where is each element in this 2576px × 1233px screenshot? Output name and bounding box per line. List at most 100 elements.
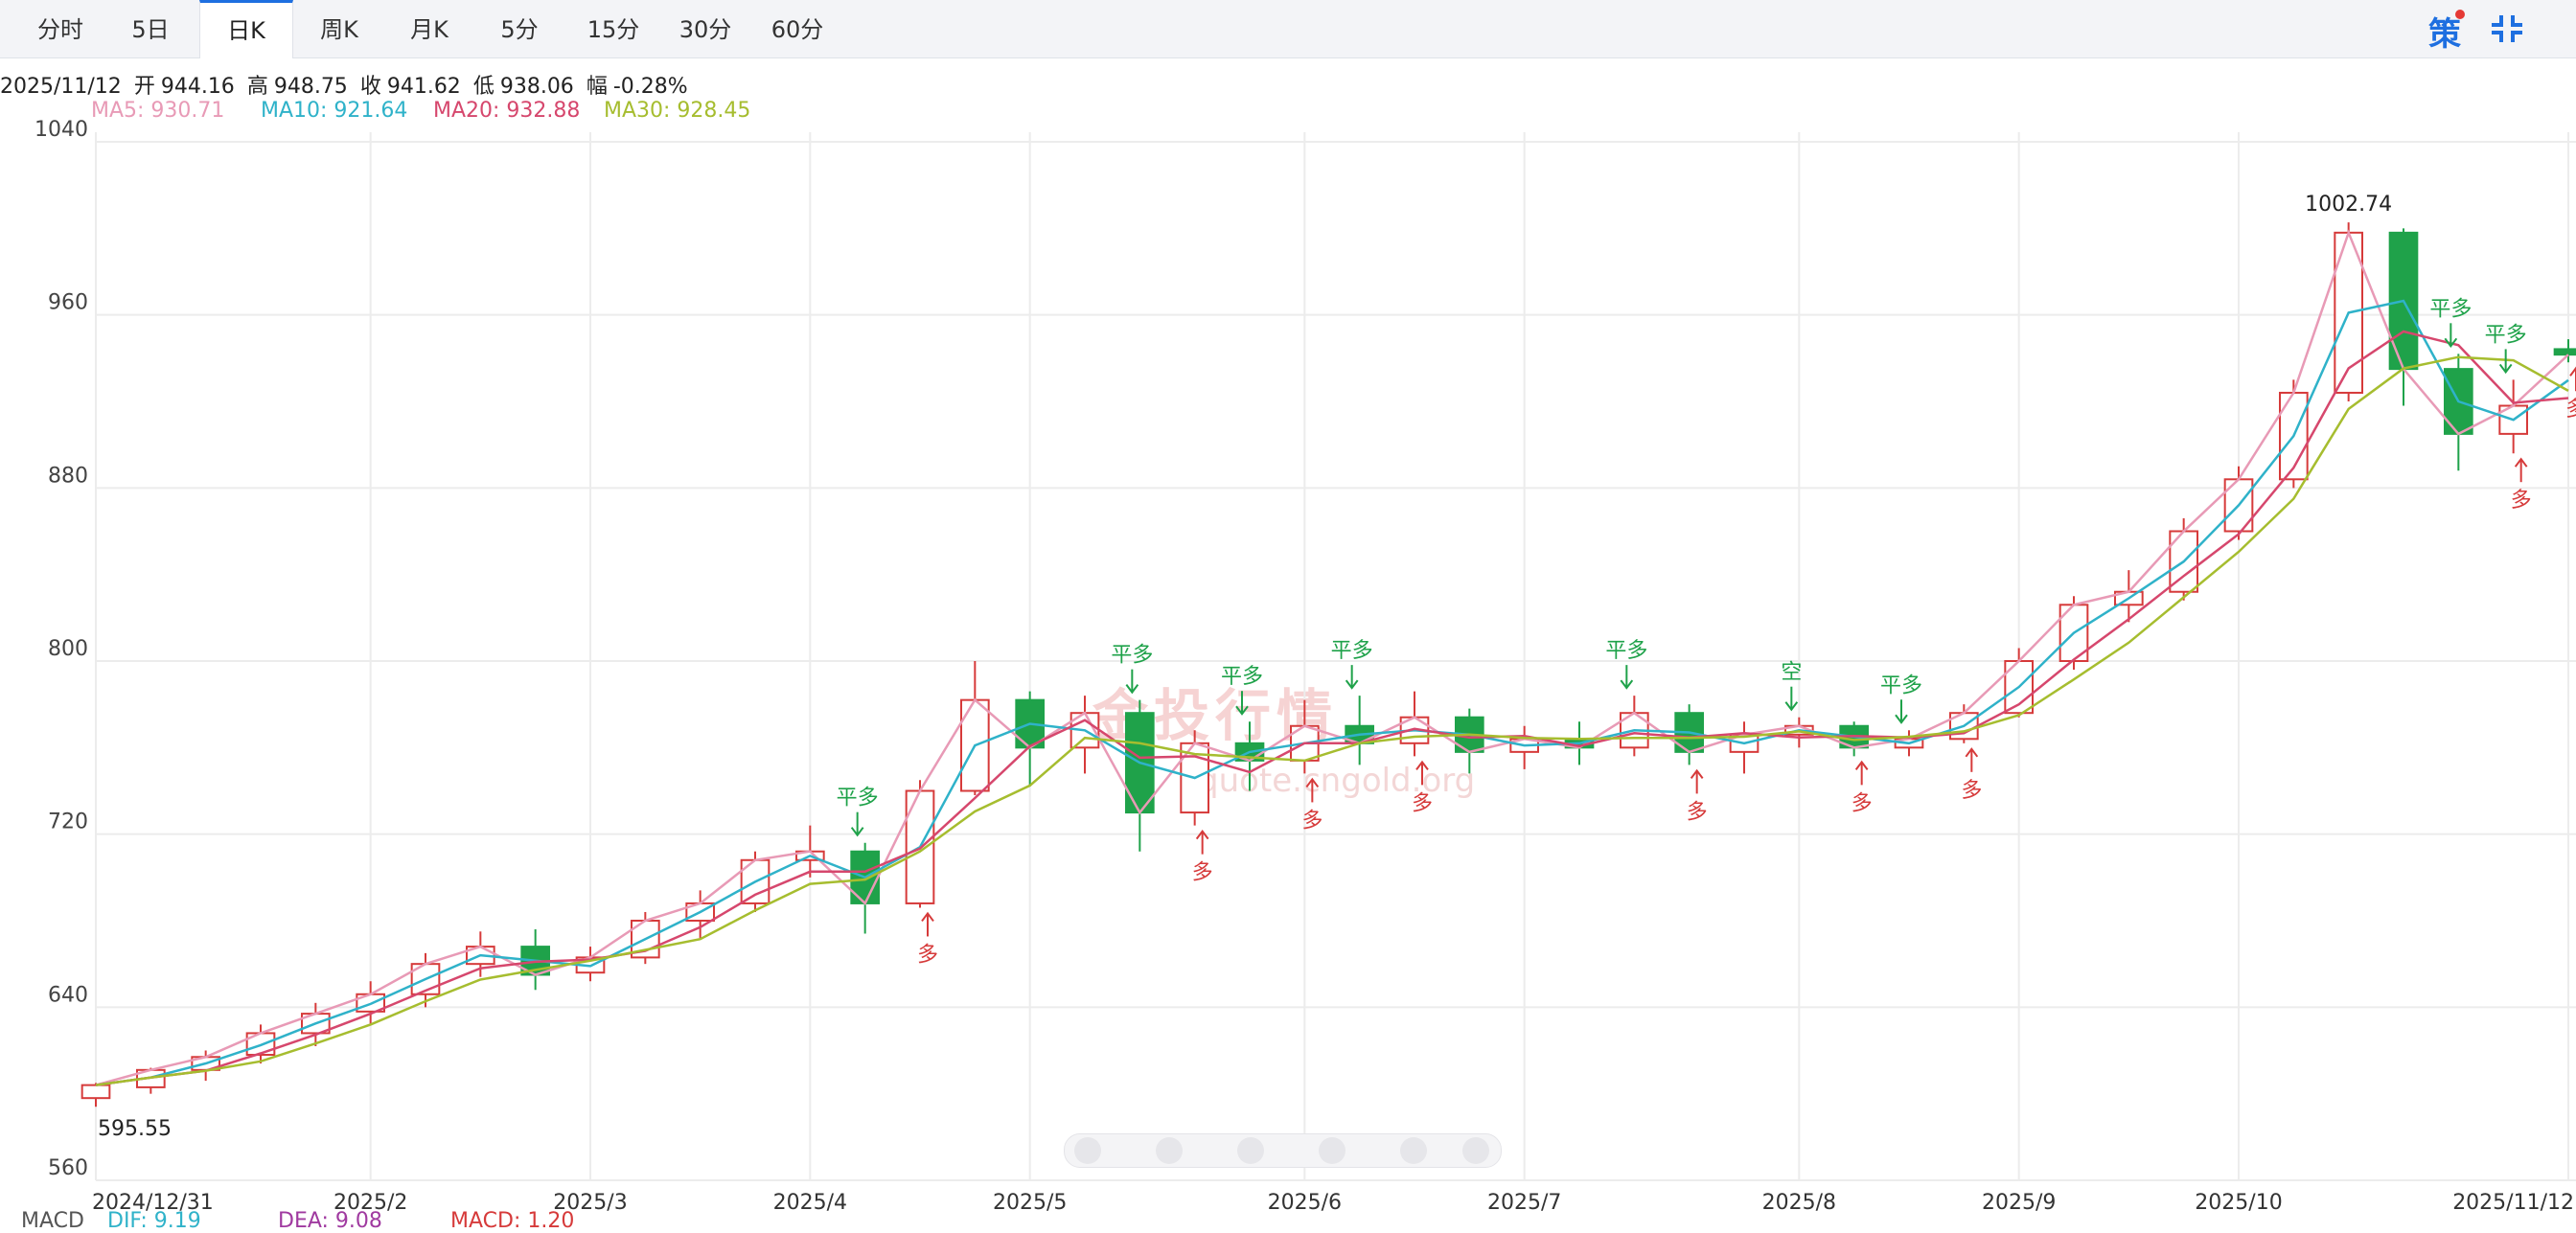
y-tick-label: 1040 <box>34 118 88 142</box>
tab-5min[interactable]: 5分 <box>500 16 539 43</box>
scrollbar-mid-handle-4[interactable] <box>1400 1137 1427 1164</box>
macd-title: MACD <box>21 1209 84 1233</box>
signal-arrow-head <box>1195 829 1209 840</box>
x-tick-label: 2024/12/31 <box>92 1191 214 1215</box>
fullscreen-icon[interactable] <box>2484 6 2530 52</box>
candle <box>1509 725 1540 769</box>
signal-arrow-head <box>1690 768 1704 779</box>
signal-arrow-head <box>1415 760 1429 770</box>
tab-weekly-k[interactable]: 周K <box>320 16 358 43</box>
scrollbar-mid-handle-1[interactable] <box>1156 1137 1183 1164</box>
ma20-legend: MA20: 932.88 <box>433 99 581 123</box>
signal-arrow-head <box>2444 337 2458 348</box>
signal-label-close-long: 平多 <box>1221 665 1263 689</box>
ma-line-ma30 <box>95 355 2569 1086</box>
tab-30min[interactable]: 30分 <box>678 16 732 43</box>
macd-dif: DIF: 9.19 <box>107 1209 201 1233</box>
signal-label-short: 空 <box>1781 661 1802 685</box>
info-close: 941.62 <box>386 75 461 99</box>
macd-dea: DEA: 9.08 <box>278 1209 382 1233</box>
info-open-label: 开 <box>133 75 155 99</box>
info-date: 2025/11/12 <box>0 75 122 99</box>
tab-monthly-k[interactable]: 月K <box>410 16 448 43</box>
candle-body-down <box>2553 348 2576 356</box>
signal-label-long: 多 <box>1961 779 1982 803</box>
signal-arrow-head <box>1965 747 1979 758</box>
ma5-legend: MA5: 930.71 <box>91 99 225 123</box>
signal-arrow-head <box>1235 705 1249 716</box>
candle <box>2114 570 2144 623</box>
signal-label-long: 多 <box>1687 800 1708 824</box>
signal-arrow-head <box>1620 679 1634 690</box>
candle <box>2444 354 2473 471</box>
info-high: 948.75 <box>273 75 348 99</box>
candle <box>1125 699 1155 852</box>
x-tick-label: 2025/5 <box>993 1191 1067 1215</box>
info-change-label: 幅 <box>586 75 608 99</box>
signal-arrow-head <box>1895 714 1908 724</box>
tab-60min[interactable]: 60分 <box>770 16 824 43</box>
signal-label-close-long: 平多 <box>1605 639 1647 663</box>
y-tick-label: 800 <box>48 637 88 661</box>
signal-label-close-long: 平多 <box>2485 323 2527 347</box>
candle <box>80 1083 111 1107</box>
notification-dot <box>2455 10 2465 19</box>
candle-body-up <box>80 1084 111 1100</box>
ma-line-ma10 <box>95 299 2569 1086</box>
high-price-annotation: 1002.74 <box>2305 193 2392 217</box>
range-scrollbar[interactable] <box>1064 1133 1502 1168</box>
signal-label-close-long: 平多 <box>1880 674 1922 697</box>
ma-line-ma5 <box>95 229 2569 1086</box>
macd-value: MACD: 1.20 <box>450 1209 575 1233</box>
candle <box>2004 648 2034 718</box>
signal-label-close-long: 平多 <box>837 787 879 811</box>
info-low-label: 低 <box>472 75 494 99</box>
info-change: -0.28% <box>612 75 688 99</box>
fullscreen-glyph <box>2492 15 2522 42</box>
signal-label-long: 多 <box>1412 791 1433 815</box>
tab-5day[interactable]: 5日 <box>131 16 170 43</box>
y-tick-label: 960 <box>48 291 88 315</box>
tab-15min[interactable]: 15分 <box>586 16 640 43</box>
ma30-legend: MA30: 928.45 <box>604 99 751 123</box>
strategy-glyph: 策 <box>2428 15 2461 54</box>
scrollbar-mid-handle-2[interactable] <box>1237 1137 1264 1164</box>
scrollbar-mid-handle-3[interactable] <box>1319 1137 1346 1164</box>
candle <box>850 842 880 934</box>
signal-label-close-long: 平多 <box>2429 297 2472 321</box>
x-tick-label: 2025/4 <box>773 1191 847 1215</box>
signal-arrow-head <box>2514 457 2528 468</box>
signal-label-long: 多 <box>1301 809 1322 833</box>
info-high-label: 高 <box>246 75 268 99</box>
period-tab-bar: 分时 5日 日K 周K 月K 5分 15分 30分 60分 策 <box>0 0 2576 58</box>
x-tick-label: 2025/8 <box>1762 1191 1836 1215</box>
candle <box>1455 708 1484 774</box>
signal-arrow-head <box>1125 684 1139 695</box>
y-tick-label: 720 <box>48 811 88 834</box>
candle <box>1290 699 1320 774</box>
signal-arrow-head <box>1305 777 1320 788</box>
strategy-icon[interactable]: 策 <box>2423 6 2469 54</box>
signal-label-long: 多 <box>2565 398 2576 422</box>
ma-line-ma20 <box>95 330 2569 1086</box>
x-tick-label: 2025/7 <box>1487 1191 1561 1215</box>
signal-arrow-head <box>2498 363 2513 375</box>
candle <box>1729 721 1760 774</box>
info-open: 944.16 <box>160 75 235 99</box>
x-tick-label: 2025/10 <box>2195 1191 2282 1215</box>
y-tick-label: 880 <box>48 464 88 488</box>
x-tick-label: 2025/3 <box>553 1191 627 1215</box>
x-tick-label: 2025/6 <box>1268 1191 1342 1215</box>
signal-label-close-long: 平多 <box>1331 639 1373 663</box>
candle <box>1620 696 1649 757</box>
tab-intraday[interactable]: 分时 <box>37 16 83 43</box>
candle <box>960 661 990 796</box>
info-close-label: 收 <box>359 75 381 99</box>
scrollbar-left-handle[interactable] <box>1074 1137 1101 1164</box>
candle <box>1949 704 1979 743</box>
info-low: 938.06 <box>499 75 574 99</box>
tab-daily-k[interactable]: 日K <box>199 0 293 58</box>
scrollbar-right-handle[interactable] <box>1462 1137 1489 1164</box>
signal-label-long: 多 <box>1192 861 1213 885</box>
